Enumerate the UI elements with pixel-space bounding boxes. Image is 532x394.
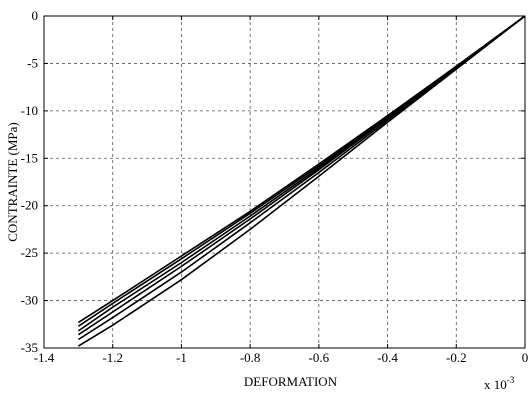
y-tick-label: -30 (21, 293, 38, 308)
x-tick-label: -1.2 (102, 350, 123, 365)
x-axis-multiplier-base: x 10 (484, 377, 507, 392)
series-line-1 (77, 15, 526, 324)
x-tick-label: -0.2 (446, 350, 467, 365)
y-tick-label: -35 (21, 340, 38, 355)
series-line-4 (77, 15, 526, 336)
y-tick-label: -15 (21, 150, 38, 165)
x-tick-label: -1.4 (34, 350, 55, 365)
y-tick-labels: 0 -5 -10 -15 -20 -25 -30 -35 (21, 8, 38, 355)
plot-frame (43, 15, 526, 349)
series-line-6 (77, 15, 526, 347)
y-tick-label: -5 (27, 55, 38, 70)
series-group (77, 15, 526, 347)
y-tick-label: 0 (32, 8, 39, 23)
y-tick-label: -20 (21, 198, 38, 213)
x-tick-labels: -1.4 -1.2 -1 -0.8 -0.6 -0.4 -0.2 0 (34, 350, 529, 365)
series-line-5 (77, 15, 526, 341)
y-axis-label: CONTRAINTE (MPa) (5, 122, 20, 242)
x-tick-label: -0.6 (309, 350, 330, 365)
x-tick-label: 0 (522, 350, 529, 365)
x-tick-label: -1 (176, 350, 187, 365)
y-tick-label: -10 (21, 103, 38, 118)
x-tick-label: -0.8 (240, 350, 261, 365)
x-tick-label: -0.4 (377, 350, 398, 365)
x-axis-label: DEFORMATION (244, 374, 338, 389)
y-tick-label: -25 (21, 245, 38, 260)
x-axis-multiplier: x 10-3 (484, 375, 515, 392)
x-axis-multiplier-exponent: -3 (507, 375, 515, 385)
